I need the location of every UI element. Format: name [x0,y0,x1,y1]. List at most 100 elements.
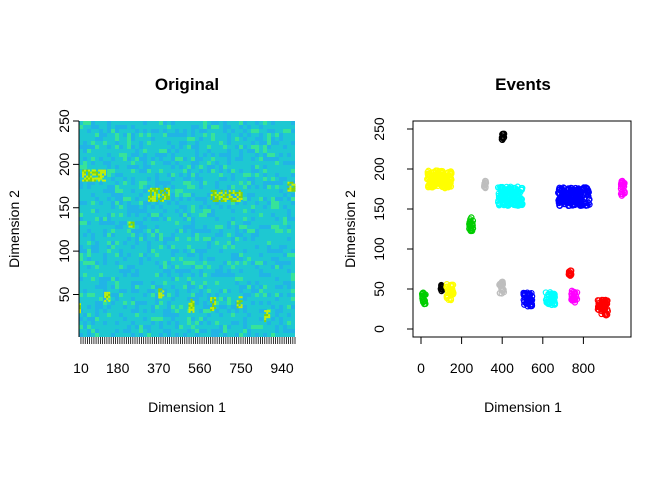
heatmap-cell [231,201,235,205]
heatmap-cell [135,289,139,293]
event-cell [268,316,271,319]
heatmap-cell [87,181,91,185]
heatmap-cell [143,205,147,209]
heatmap-cell [195,125,199,129]
heatmap-cell [103,217,107,221]
heatmap-cell [259,317,263,321]
heatmap-cell [163,121,167,125]
heatmap-cell [115,285,119,289]
heatmap-cell [287,261,291,265]
heatmap-cell [195,237,199,241]
event-cell [159,199,162,202]
heatmap-cell [83,321,87,325]
heatmap-cell [259,141,263,145]
heatmap-cell [131,125,135,129]
heatmap-cell [107,165,111,169]
heatmap-cell [175,221,179,225]
heatmap-cell [87,121,91,125]
heatmap-cell [215,273,219,277]
heatmap-cell [239,125,243,129]
heatmap-cell [291,249,295,253]
heatmap-cell [95,329,99,333]
heatmap-cell [251,209,255,213]
event-cell [153,197,156,200]
heatmap-cell [291,217,295,221]
heatmap-cell [115,173,119,177]
heatmap-cell [291,329,295,333]
heatmap-cell [175,133,179,137]
heatmap-cell [155,293,159,297]
event-cell [162,290,165,293]
heatmap-cell [275,225,279,229]
heatmap-cell [151,321,155,325]
heatmap-cell [271,265,275,269]
heatmap-cell [207,309,211,313]
heatmap-cell [251,149,255,153]
heatmap-cell [203,209,207,213]
heatmap-cell [191,293,195,297]
heatmap-cell [279,229,283,233]
heatmap-cell [243,129,247,133]
event-cell [90,171,93,174]
event-cell [153,195,156,198]
heatmap-cell [195,197,199,201]
heatmap-cell [283,177,287,181]
heatmap-cell [207,297,211,301]
event-cell [102,169,105,172]
event-cell [232,199,235,202]
heatmap-cell [143,233,147,237]
heatmap-cell [175,333,179,337]
heatmap-cell [171,265,175,269]
heatmap-cell [167,333,171,337]
scatter-point [512,185,519,192]
heatmap-cell [131,137,135,141]
heatmap-cell [167,309,171,313]
heatmap-cell [239,233,243,237]
scatter-point [585,196,593,204]
heatmap-cell [251,237,255,241]
heatmap-cell [107,197,111,201]
heatmap-cell [235,237,239,241]
heatmap-cell [131,209,135,213]
heatmap-cell [139,325,143,329]
heatmap-cell [155,301,159,305]
heatmap-cell [187,185,191,189]
event-cell [108,293,111,296]
heatmap-cell [259,225,263,229]
heatmap-cell [87,253,91,257]
scatter-point [570,187,577,194]
heatmap-cell [263,145,267,149]
heatmap-cell [199,321,203,325]
heatmap-cell [127,229,131,233]
heatmap-cell [119,201,123,205]
event-cell [266,314,269,317]
heatmap-cell [223,325,227,329]
event-cell [149,193,152,196]
heatmap-cell [99,273,103,277]
heatmap-cell [199,317,203,321]
heatmap-cell [247,193,251,197]
event-cell [86,175,89,178]
event-cell [96,173,99,176]
heatmap-cell [91,261,95,265]
heatmap-cell [171,197,175,201]
heatmap-cell [159,301,163,305]
heatmap-cell [127,141,131,145]
heatmap-cell [207,237,211,241]
heatmap-cell [275,197,279,201]
heatmap-cell [183,129,187,133]
heatmap-cell [251,325,255,329]
y-tick-label: 200 [371,157,387,181]
scatter-point [573,289,581,296]
heatmap-cell [187,253,191,257]
event-cell [264,320,267,323]
heatmap-cell [219,205,223,209]
heatmap-cell [195,233,199,237]
heatmap-cell [107,169,111,173]
scatter-point [431,173,438,181]
heatmap-cell [139,181,143,185]
heatmap-cell [143,293,147,297]
heatmap-cell [187,321,191,325]
